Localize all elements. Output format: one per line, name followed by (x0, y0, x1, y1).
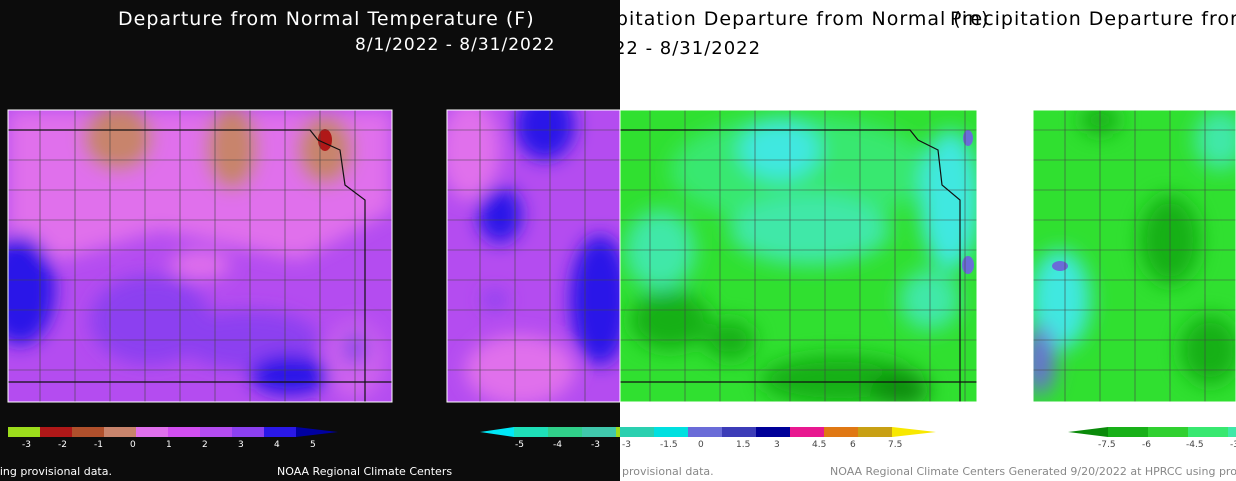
legend-tick-label: -3 (22, 440, 31, 450)
legend-swatch (1148, 427, 1188, 437)
legend-tick-label: 4.5 (812, 440, 827, 450)
legend-arrow-right (296, 427, 338, 437)
legend-tick-label: -5 (515, 440, 524, 450)
legend-tick-label: -3 (1230, 440, 1236, 450)
legend-swatch (104, 427, 136, 437)
temperature-org: NOAA Regional Climate Centers (277, 465, 453, 478)
temperature-credit: Generated 9/20/2022 at HPRCC using provi… (0, 465, 112, 478)
precipitation-org: NOAA Regional Climate Centers Generated … (830, 465, 1236, 478)
legend-tick-label: -1 (94, 440, 103, 450)
legend-swatch (72, 427, 104, 437)
legend-swatch (756, 427, 790, 437)
legend-tick-label: -3 (591, 440, 600, 450)
legend-swatch (620, 427, 654, 437)
legend-swatch (858, 427, 892, 437)
legend-tick-label: 0 (698, 440, 704, 450)
legend-arrow-left (1068, 427, 1108, 437)
legend-tick-label: 7.5 (888, 440, 903, 450)
legend-swatch (136, 427, 168, 437)
legend-tick-label: 1.5 (736, 440, 751, 450)
legend-swatch (168, 427, 200, 437)
temperature-legend-bar (8, 427, 338, 437)
legend-tick-label: 4 (274, 440, 280, 450)
legend-tick-label: -3 (622, 440, 631, 450)
legend-tick-label: -1.5 (660, 440, 678, 450)
legend-swatch (790, 427, 824, 437)
legend-tick-label: 6 (850, 440, 856, 450)
legend-swatch (264, 427, 296, 437)
legend-tick-label: -2 (58, 440, 67, 450)
legend-tick-label: 2 (202, 440, 208, 450)
legend-tick-label: 1 (166, 440, 172, 450)
legend-swatch (1228, 427, 1236, 437)
legend-tick-label: -4.5 (1186, 440, 1204, 450)
legend-tick-label: 0 (130, 440, 136, 450)
legend-swatch (688, 427, 722, 437)
legend-tick-label: 3 (238, 440, 244, 450)
legend-swatch (616, 427, 620, 437)
legend-swatch (722, 427, 756, 437)
legend-swatch (514, 427, 548, 437)
legend-arrow-right (892, 427, 936, 437)
legend-swatch (824, 427, 858, 437)
legend-swatch (40, 427, 72, 437)
temperature-map-panel: Departure from Normal Temperature (F) 8/… (0, 0, 620, 481)
legend-swatch (1108, 427, 1148, 437)
precipitation-map-panel: Precipitation Departure from Normal (in)… (620, 0, 1236, 481)
precipitation-map (620, 109, 1236, 437)
legend-tick-label: -4 (553, 440, 562, 450)
legend-arrow-left (480, 427, 514, 437)
legend-swatch (1188, 427, 1228, 437)
legend-tick-label: -6 (1142, 440, 1151, 450)
precipitation-credit: provisional data. (622, 465, 714, 478)
temperature-legend-bar-2 (480, 427, 620, 437)
legend-swatch (548, 427, 582, 437)
temperature-map-title: Departure from Normal Temperature (F) (118, 8, 535, 30)
precipitation-legend-bar-2 (1068, 427, 1236, 437)
precipitation-legend-bar (620, 427, 936, 437)
legend-tick-label: -7.5 (1098, 440, 1116, 450)
legend-swatch (232, 427, 264, 437)
precipitation-map-title: Precipitation Departure from Normal (in) (620, 8, 990, 30)
precipitation-map-dates: 8/1/2022 - 8/31/2022 (620, 38, 762, 59)
legend-swatch (582, 427, 616, 437)
legend-swatch (200, 427, 232, 437)
temperature-map (7, 109, 620, 437)
temperature-map-dates: 8/1/2022 - 8/31/2022 (355, 35, 556, 55)
legend-tick-label: 5 (310, 440, 316, 450)
legend-swatch (654, 427, 688, 437)
legend-swatch (8, 427, 40, 437)
precipitation-map-title-2: Precipitation Departure from Normal (in) (950, 8, 1236, 30)
legend-tick-label: 3 (774, 440, 780, 450)
